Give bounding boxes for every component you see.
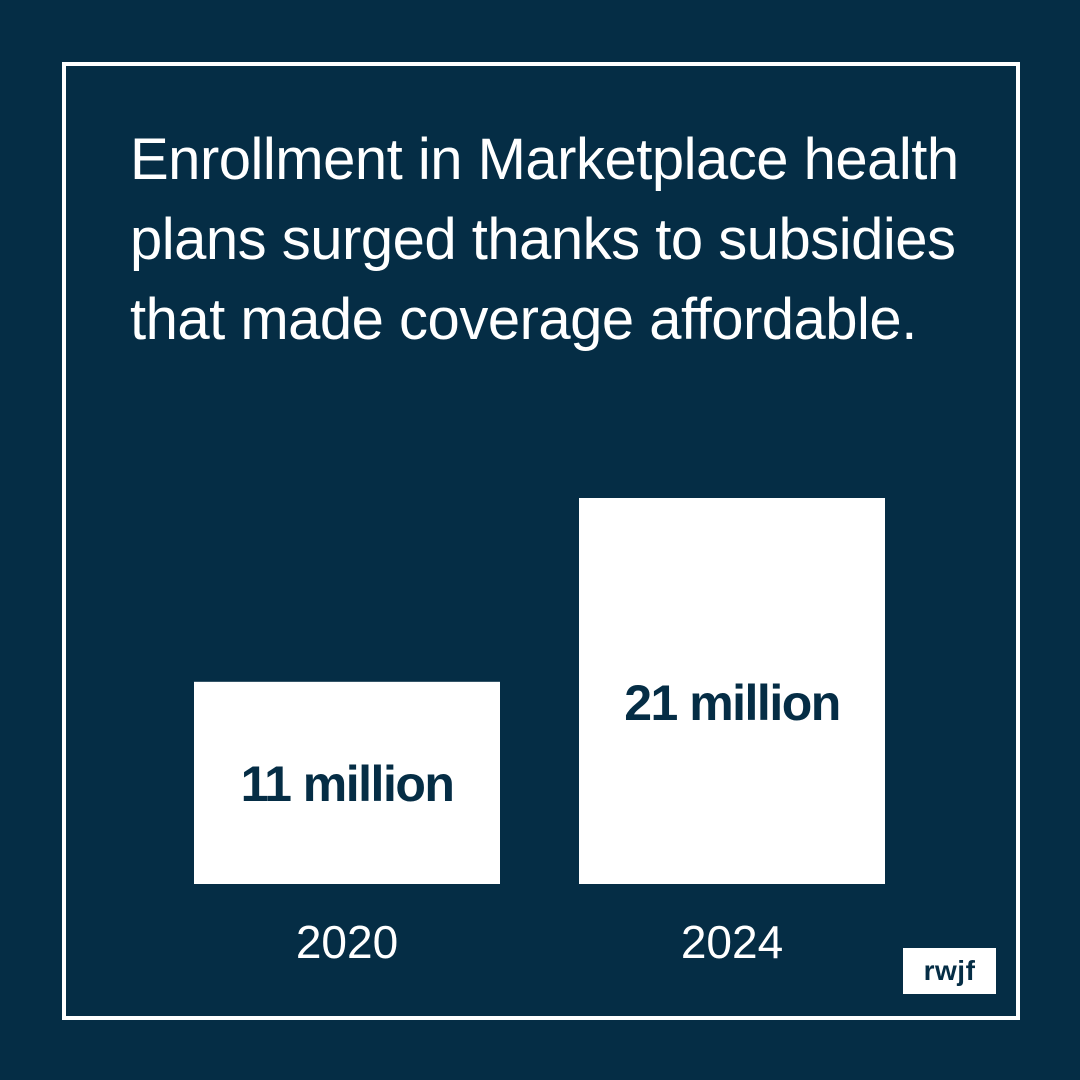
bar-2024 bbox=[579, 498, 885, 884]
bar-data-label-2020: 11 million bbox=[241, 756, 454, 812]
headline: Enrollment in Marketplace health plans s… bbox=[130, 127, 959, 352]
white-border-frame bbox=[62, 62, 1020, 1020]
x-tick-label-2024: 2024 bbox=[681, 916, 783, 968]
bar-data-label-2024: 21 million bbox=[624, 675, 840, 731]
bar-2020 bbox=[194, 681, 500, 884]
x-tick-label-2020: 2020 bbox=[296, 916, 398, 968]
rwjf-logo: rwjf bbox=[903, 948, 996, 994]
